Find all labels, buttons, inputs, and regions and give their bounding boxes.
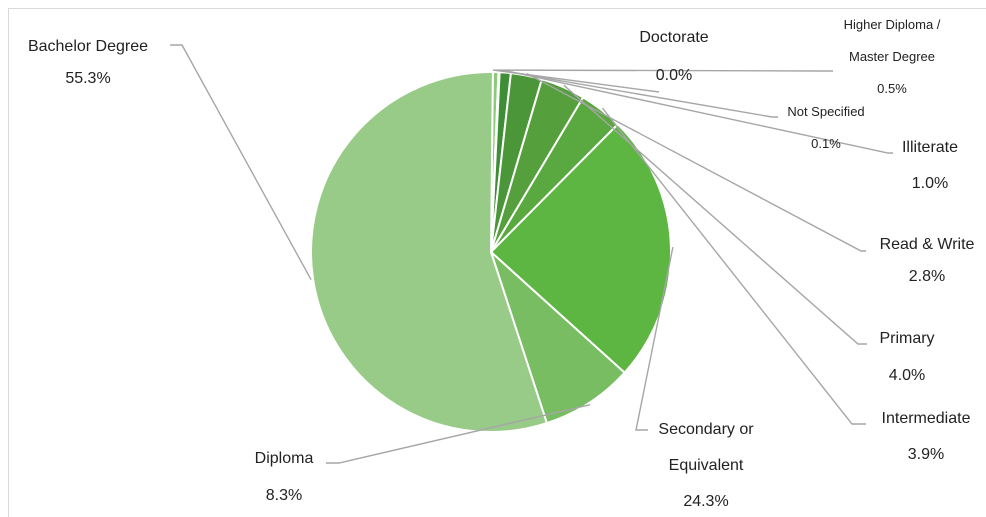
slice-value-secondary: 24.3%	[683, 493, 728, 510]
leader-line-higher-diploma-master-degree	[495, 69, 833, 72]
slice-name-not-specified: Not Specified	[787, 104, 864, 119]
slice-name-illiterate: Illiterate	[902, 139, 958, 156]
slice-value-read-write: 2.8%	[909, 268, 945, 285]
slice-value-intermediate: 3.9%	[908, 446, 944, 463]
slice-value-not-specified: 0.1%	[811, 136, 841, 151]
leader-lines	[170, 44, 893, 464]
slice-name-bachelor: Bachelor Degree	[28, 38, 148, 55]
pie-slice-diploma	[488, 248, 626, 425]
leader-line-diploma	[326, 404, 591, 464]
leader-line-bachelor-degree	[170, 44, 312, 281]
leader-line-secondary-or-equivalent	[635, 246, 674, 431]
pie-slice-bachelor-degree	[310, 71, 549, 433]
leader-line-illiterate	[505, 69, 893, 154]
slice-name-secondary-line2: Equivalent	[669, 457, 744, 474]
leader-line-read-write	[526, 72, 866, 252]
slice-value-diploma: 8.3%	[266, 487, 302, 504]
slice-labels: Doctorate 0.0% Higher Diploma / Master D…	[28, 17, 975, 510]
leader-line-not-specified	[499, 69, 778, 118]
slice-value-primary: 4.0%	[889, 367, 925, 384]
slice-name-higher-diploma-line2: Master Degree	[849, 49, 935, 64]
slice-value-doctorate: 0.0%	[656, 67, 692, 84]
leader-line-primary	[563, 84, 867, 345]
chart-frame	[8, 8, 986, 517]
slice-name-intermediate: Intermediate	[882, 410, 971, 427]
slice-value-bachelor: 55.3%	[65, 70, 110, 87]
pie-slice-secondary-or-equivalent	[489, 122, 672, 375]
slice-name-primary: Primary	[879, 330, 934, 347]
slice-name-diploma: Diploma	[255, 450, 314, 467]
slice-value-illiterate: 1.0%	[912, 175, 948, 192]
slice-value-higher-diploma: 0.5%	[877, 81, 907, 96]
slice-name-read-write: Read & Write	[880, 236, 975, 253]
slice-name-higher-diploma-line1: Higher Diploma /	[844, 17, 941, 32]
pie-slices	[310, 70, 672, 433]
slice-name-secondary-line1: Secondary or	[658, 421, 754, 438]
slice-name-doctorate: Doctorate	[639, 29, 708, 46]
leader-line-intermediate	[601, 107, 866, 425]
